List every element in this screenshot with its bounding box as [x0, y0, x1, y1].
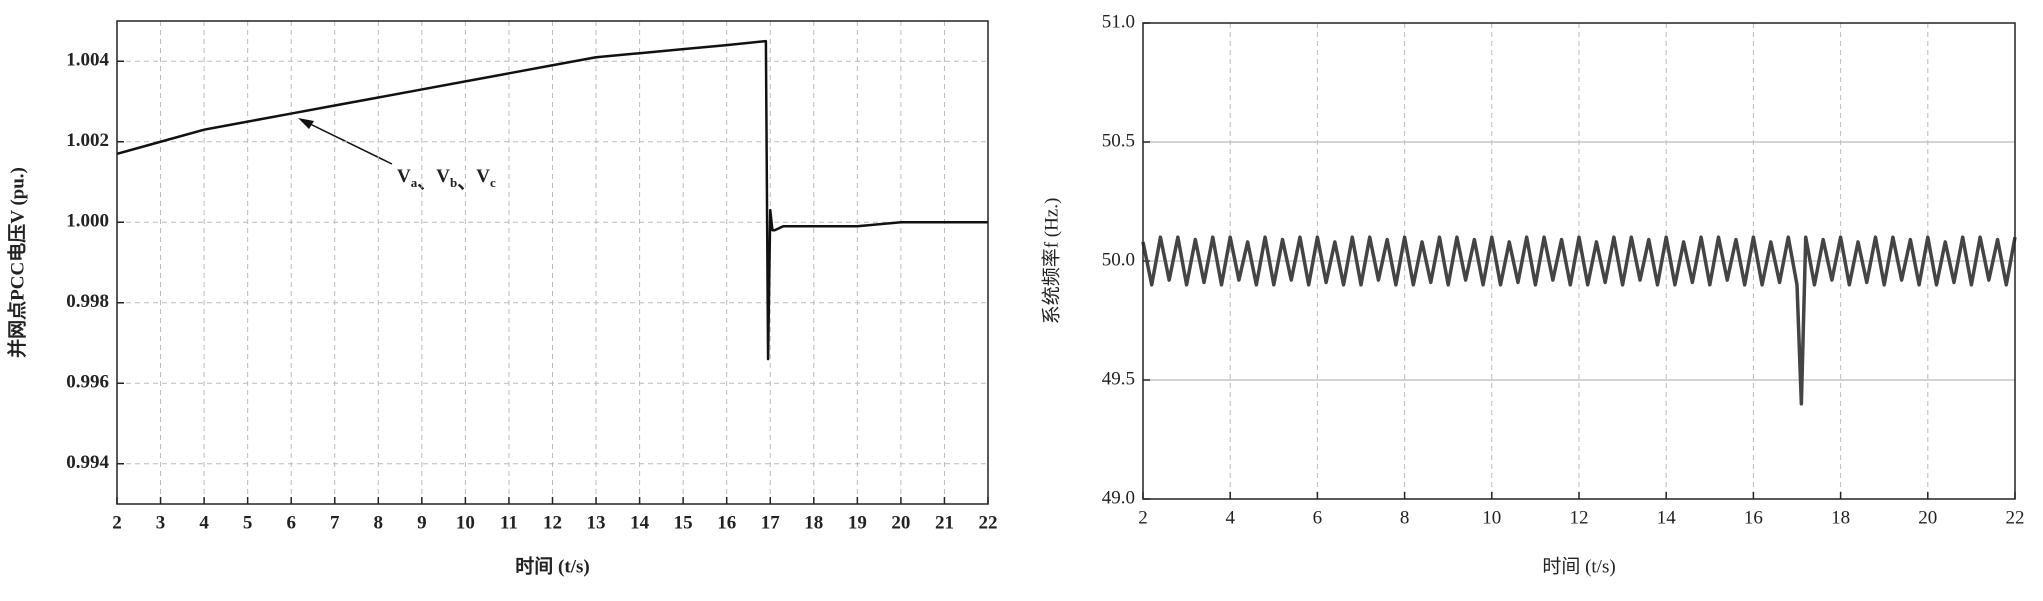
x-tick-label: 8 — [374, 512, 384, 533]
x-tick-label: 15 — [674, 512, 693, 533]
x-tick-label: 16 — [717, 512, 736, 533]
y-tick-label: 49.0 — [1102, 487, 1135, 508]
x-axis-label: 时间 (t/s) — [1542, 555, 1615, 577]
annotation-arrow — [303, 120, 393, 165]
x-tick-label: 18 — [1831, 507, 1850, 528]
y-axis-label: 并网点PCC电压V (pu.) — [5, 167, 28, 358]
y-tick-label: 0.998 — [66, 291, 109, 312]
annotation-sub: b — [450, 175, 457, 190]
x-axis-label: 时间 (t/s) — [515, 555, 589, 577]
x-tick-label: 17 — [761, 512, 781, 533]
annotation-base: V — [397, 166, 411, 187]
annotation-sub: c — [490, 175, 496, 190]
x-tick-label: 11 — [500, 512, 518, 533]
x-tick-label: 7 — [330, 512, 340, 533]
x-tick-label: 12 — [1570, 507, 1589, 528]
annotation-arrowhead — [298, 118, 314, 129]
x-tick-label: 12 — [543, 512, 562, 533]
y-tick-label: 50.5 — [1102, 130, 1135, 151]
data-line — [1141, 235, 2017, 406]
x-tick-label: 20 — [891, 512, 910, 533]
y-tick-label: 0.996 — [66, 372, 109, 393]
x-tick-label: 22 — [979, 512, 998, 533]
x-tick-label: 22 — [2006, 507, 2025, 528]
x-tick-label: 2 — [112, 512, 122, 533]
x-tick-label: 9 — [417, 512, 427, 533]
annotation-separator: 、 — [457, 172, 476, 193]
x-tick-label: 4 — [1225, 507, 1235, 528]
x-tick-label: 19 — [848, 512, 867, 533]
y-tick-label: 1.000 — [66, 211, 109, 232]
x-tick-label: 8 — [1400, 507, 1410, 528]
x-tick-label: 13 — [587, 512, 606, 533]
x-tick-label: 18 — [804, 512, 823, 533]
y-tick-label: 1.002 — [66, 130, 109, 151]
x-tick-label: 10 — [456, 512, 475, 533]
x-tick-label: 21 — [935, 512, 954, 533]
x-tick-label: 14 — [630, 512, 650, 533]
y-tick-label: 0.994 — [66, 452, 109, 473]
x-tick-label: 4 — [199, 512, 209, 533]
y-tick-label: 50.0 — [1102, 249, 1135, 270]
x-tick-label: 16 — [1744, 507, 1763, 528]
x-tick-label: 6 — [1313, 507, 1323, 528]
x-tick-label: 14 — [1657, 507, 1677, 528]
plot-frame — [1142, 22, 2016, 500]
data-line — [116, 39, 988, 361]
annotation: Va、Vb、Vc — [397, 166, 496, 193]
plot-frame — [116, 20, 989, 505]
annotation-separator: 、 — [417, 172, 436, 193]
x-tick-label: 3 — [156, 512, 166, 533]
x-tick-label: 20 — [1918, 507, 1937, 528]
y-tick-label: 49.5 — [1102, 368, 1135, 389]
x-tick-label: 6 — [286, 512, 296, 533]
y-tick-label: 51.0 — [1102, 11, 1135, 32]
y-axis-label: 系统频率f (Hz.) — [1040, 198, 1062, 325]
annotation-base: V — [476, 166, 490, 187]
x-tick-label: 5 — [243, 512, 253, 533]
y-tick-label: 1.004 — [66, 50, 109, 71]
x-tick-label: 10 — [1482, 507, 1501, 528]
x-tick-label: 2 — [1138, 507, 1148, 528]
annotation-sub: a — [411, 175, 418, 190]
annotation-base: V — [436, 166, 450, 187]
